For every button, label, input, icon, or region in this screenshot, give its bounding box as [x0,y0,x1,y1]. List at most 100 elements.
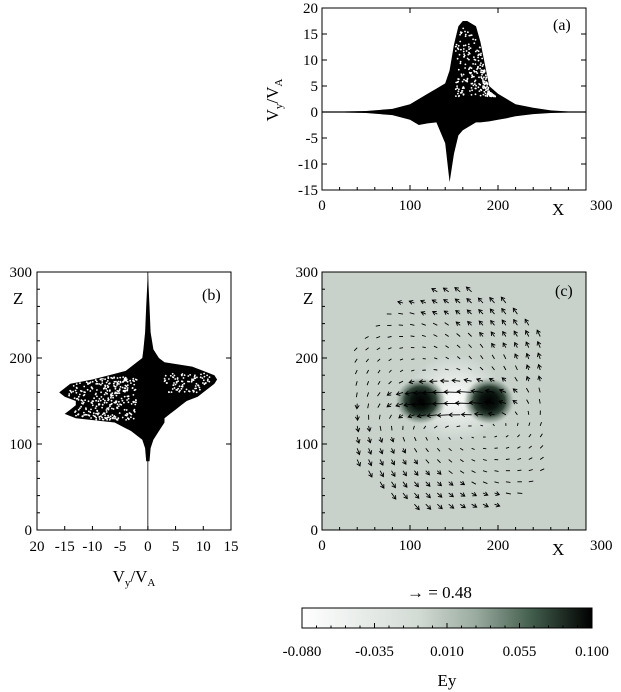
panel-c-vector-head [467,320,472,326]
panel-c-vector [436,481,442,487]
panel-c-vector-head [421,390,427,396]
panel-a-point [473,70,476,73]
panel-c-vector-head [355,439,361,444]
panel-b-point [74,410,77,413]
panel-c-vector [354,369,358,375]
panel-c-vector-head [512,307,518,313]
panel-b-point [103,401,106,404]
panel-b-point [129,412,132,415]
panel-c-vector [391,448,395,454]
panel-a-point [474,87,477,90]
panel-b-point [79,407,81,410]
panel-b-point [81,415,84,418]
panel-c-vector [538,364,541,371]
panel-b-point [169,374,172,377]
panel-a-point [484,78,487,80]
panel-b-point [122,390,125,392]
panel-c-vector [432,299,438,304]
panel-b-point [94,393,97,396]
panel-a-point [457,44,460,47]
panel-a-frame [321,7,587,191]
panel-c-vector [528,422,531,427]
panel-c-vector [355,392,358,398]
panel-c-vector [391,425,393,431]
panel-c-hotspot [394,377,447,425]
panel-b-point [164,374,167,377]
panel-c-vector [471,470,476,474]
panel-a-point [462,27,465,30]
panel-c-vector [433,425,438,429]
panel-c-vector [444,310,449,315]
panel-c-vector-head [437,493,443,498]
panel-c-vector [512,400,518,404]
panel-c-vector-head [356,462,361,467]
panel-c-vector [353,347,358,352]
panel-b-frame [36,271,232,531]
panel-c-vector-head [411,402,416,408]
panel-c-vector-head [442,287,448,292]
panel-c-vector [417,414,426,417]
panel-b-point [85,381,88,384]
panel-c-vector [471,459,476,462]
panel-c-vector [514,376,518,382]
panel-a-point [470,71,473,74]
panel-c-vector [499,389,507,393]
panel-c-vector-head [498,388,504,394]
panel-c-vector [526,387,530,393]
panel-c-vector [409,380,415,383]
panel-c-vector [474,413,484,416]
panel-b-point [109,417,112,420]
panel-c-vector [459,503,466,509]
panel-c-vector [368,448,372,455]
panel-b-point [198,386,201,389]
panel-b: 0 100 200 300 20 -15 -10 -5 0 5 10 15 (b) Z Vy/VA [10,265,239,589]
panel-a-point [487,90,489,93]
panel-b-point [90,417,92,419]
panel-c-vector-head [443,389,448,395]
panel-c-vector [425,470,430,476]
panel-a-point [457,78,460,81]
panel-b-point [173,374,176,377]
panel-c-vector-head [415,505,420,511]
panel-a-point [466,77,469,80]
panel-b-point [123,387,126,389]
colorbar-label: Ey [438,671,457,690]
panel-a-point [461,91,463,94]
panel-a-point [454,88,457,91]
panel-a-point [471,74,473,77]
panel-b-point [117,380,120,383]
panel-c-vector [505,481,511,483]
panel-b-point [89,411,92,414]
panel-c-vector [402,459,407,465]
panel-c-vector [538,387,541,393]
panel-b-point [126,387,129,389]
panel-b-point [97,400,100,403]
panel-c-vector-head [495,491,501,496]
panel-c-vector-head [449,492,454,498]
panel-b-point [202,379,205,382]
panel-b-point [180,387,183,390]
panel-b-point [135,399,137,402]
panel-b-point [199,376,202,379]
panel-b-point [185,388,188,391]
panel-a-point [486,85,488,87]
panel-c-vector [489,378,495,382]
panel-b-point [88,414,91,417]
panel-a-point [478,76,480,79]
panel-b-point [206,379,209,382]
panel-a-point [458,88,460,91]
panel-c-frame [321,271,587,531]
panel-b-point [110,396,112,399]
panel-c-vector [517,457,522,460]
panel-c-vector [436,492,443,498]
panel-b-point [176,378,179,380]
panel-c-vector-head [408,299,414,305]
panel-b-point [91,387,94,390]
panel-c-vector [368,470,373,478]
panel-b-envelope [59,272,218,462]
panel-a-xtick-label: 300 [590,198,613,214]
panel-b-point [98,418,101,420]
panel-c-vector-head [460,412,466,417]
panel-a-point [470,94,473,96]
